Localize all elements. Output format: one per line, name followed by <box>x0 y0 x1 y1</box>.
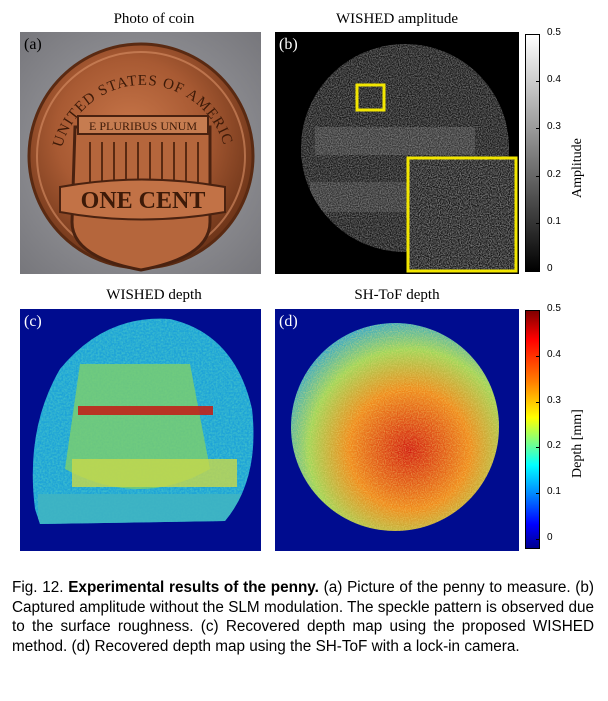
panel-d-title: SH-ToF depth <box>354 287 440 303</box>
coin-photo: (a) UNITED STATES OF AMERICA E PLURIBUS … <box>20 32 261 274</box>
depth-colorbar-tick-mark <box>536 310 540 311</box>
depth-colorbar-tick-label: 0.1 <box>547 486 561 498</box>
amplitude-colorbar-tick-label: 0.1 <box>547 215 561 227</box>
amplitude-image: (b) <box>275 32 519 274</box>
caption-bold-title: Experimental results of the penny. <box>68 579 319 596</box>
svg-text:ONE CENT: ONE CENT <box>81 188 206 214</box>
amplitude-colorbar-tick-label: 0 <box>547 263 553 274</box>
amplitude-colorbar-tick-label: 0.4 <box>547 74 561 86</box>
penny-illustration: UNITED STATES OF AMERICA E PLURIBUS UNUM… <box>20 32 261 274</box>
amplitude-colorbar-tick-mark <box>536 270 540 271</box>
zoom-inset-box <box>406 156 518 273</box>
wished-depth-render <box>32 318 254 525</box>
amplitude-colorbar-tick-mark <box>536 128 540 130</box>
amplitude-colorbar-tick-mark <box>536 34 540 35</box>
depth-colorbar-tick-label: 0.5 <box>547 303 561 314</box>
depth-colorbar-tick-mark <box>536 401 540 403</box>
depth-colorbar-tick-label: 0.2 <box>547 440 561 452</box>
panel-a-label: (a) <box>24 36 42 53</box>
depth-colorbar-tick-mark <box>536 447 540 449</box>
depth-colorbar-label: Depth [mm] <box>570 409 585 478</box>
depth-colorbar-tick-mark <box>536 355 540 357</box>
amplitude-colorbar-label: Amplitude <box>570 138 585 198</box>
amplitude-colorbar-tick-mark <box>536 222 540 224</box>
caption-body: (a) Picture of the penny to measure. (b)… <box>12 579 595 655</box>
shtof-depth-map: (d) <box>275 309 519 551</box>
amplitude-colorbar-tick-label: 0.3 <box>547 121 561 133</box>
amplitude-colorbar-tick-label: 0.5 <box>547 27 561 38</box>
shtof-depth-render <box>291 323 499 531</box>
depth-colorbar-tick-mark <box>536 539 540 540</box>
wished-depth-map: (c) <box>20 309 261 551</box>
depth-colorbar-tick-label: 0 <box>547 532 553 543</box>
highlight-box <box>355 83 386 112</box>
panel-a-title: Photo of coin <box>113 11 195 27</box>
amplitude-colorbar-tick-mark <box>536 175 540 177</box>
svg-text:E PLURIBUS UNUM: E PLURIBUS UNUM <box>89 119 197 133</box>
panel-b-label: (b) <box>279 36 298 53</box>
panel-d-label: (d) <box>279 313 298 330</box>
amplitude-colorbar <box>525 34 540 272</box>
panel-c-title: WISHED depth <box>106 287 202 303</box>
depth-colorbar-tick-label: 0.3 <box>547 394 561 406</box>
depth-colorbar <box>525 310 540 549</box>
panel-b-title: WISHED amplitude <box>335 11 459 27</box>
amplitude-speckle <box>301 44 518 273</box>
depth-colorbar-tick-mark <box>536 493 540 495</box>
figure-caption: Fig. 12. Experimental results of the pen… <box>12 578 594 656</box>
panel-c-label: (c) <box>24 313 42 330</box>
depth-colorbar-tick-label: 0.4 <box>547 348 561 360</box>
amplitude-colorbar-tick-mark <box>536 81 540 83</box>
amplitude-colorbar-tick-label: 0.2 <box>547 168 561 180</box>
caption-figure-number: Fig. 12. <box>12 579 64 596</box>
